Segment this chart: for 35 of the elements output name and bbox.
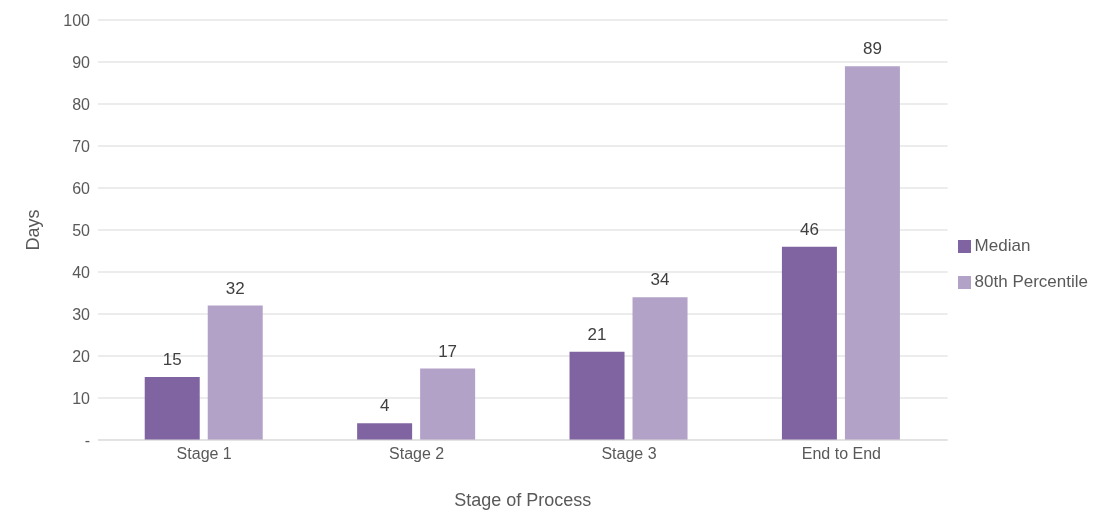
data-label: 4 [379, 396, 390, 416]
legend-label: Median [974, 236, 1031, 255]
y-tick-label: 20 [72, 347, 91, 365]
x-tick-label: Stage 1 [176, 445, 232, 463]
data-label: 15 [162, 350, 182, 369]
data-label: 46 [799, 219, 819, 239]
bar [357, 423, 413, 440]
y-tick-label: 60 [72, 179, 91, 197]
x-tick-label: End to End [801, 445, 881, 463]
bar [207, 305, 263, 440]
bar [144, 377, 200, 440]
y-tick-label: 90 [72, 53, 91, 71]
bar [569, 351, 625, 440]
data-label: 21 [587, 324, 607, 344]
bar [632, 297, 688, 440]
y-axis-title: Days [23, 209, 44, 251]
bar [781, 246, 837, 440]
data-label: 34 [650, 270, 670, 290]
x-axis-title: Stage of Process [454, 490, 592, 510]
x-tick-label: Stage 2 [389, 445, 445, 463]
y-tick-label: 40 [72, 263, 91, 281]
y-tick-label: 10 [72, 389, 91, 407]
data-label: 32 [225, 278, 245, 298]
y-tick-label: 70 [72, 137, 91, 155]
legend-label: 80th Percentile [974, 272, 1088, 291]
y-tick-label: 50 [72, 221, 91, 239]
y-tick-label: 30 [72, 305, 91, 323]
y-tick-label: - [84, 431, 90, 449]
bar [844, 66, 900, 440]
y-tick-label: 100 [63, 11, 91, 29]
x-tick-label: Stage 3 [601, 445, 657, 463]
y-tick-label: 80 [72, 95, 91, 113]
data-label: 17 [438, 341, 458, 361]
data-label: 89 [862, 39, 882, 59]
bar [420, 368, 476, 440]
